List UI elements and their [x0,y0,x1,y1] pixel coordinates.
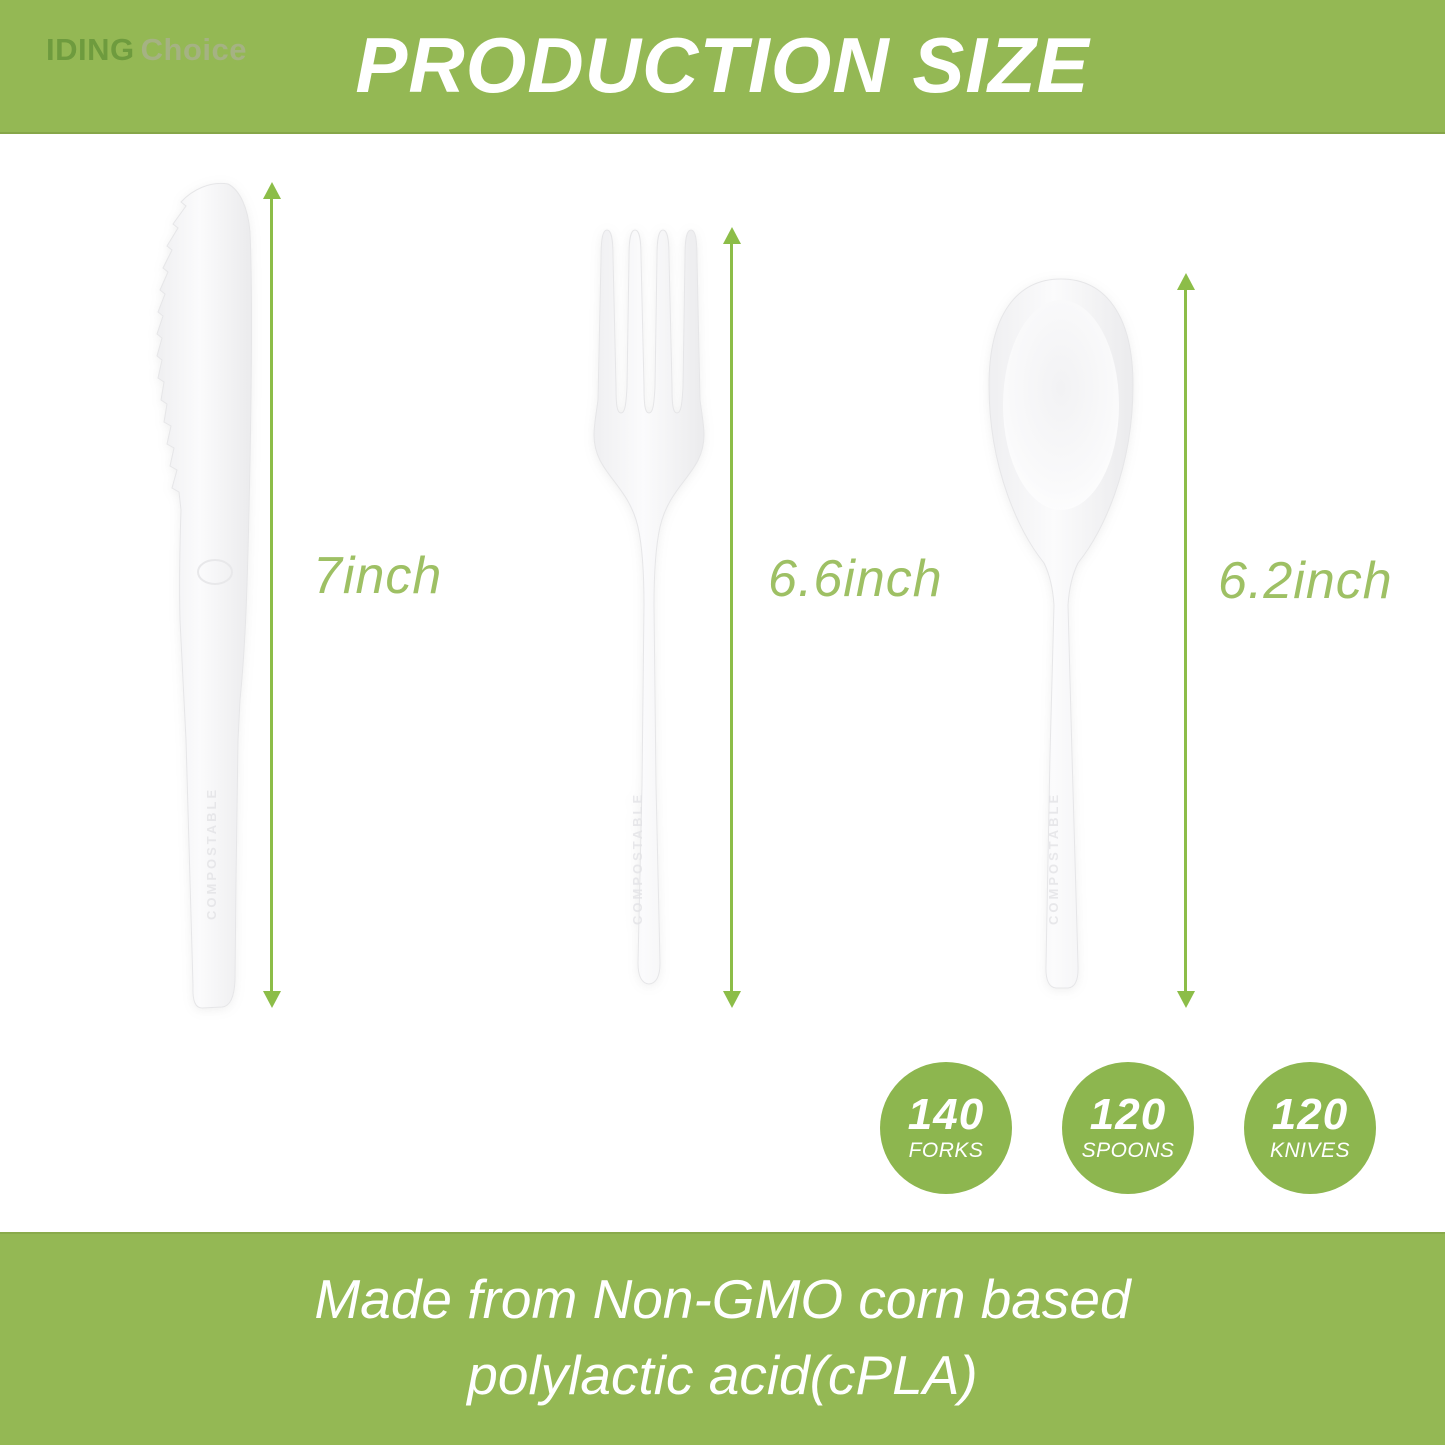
page-title: PRODUCTION SIZE [355,21,1090,109]
brand-logo: IDING Choice [46,34,247,65]
footer-banner: Made from Non-GMO corn based polylactic … [0,1232,1445,1445]
knives-count-badge: 120 KNIVES [1244,1062,1376,1194]
spoon-bowl-shading [1003,300,1119,510]
knife-size-label: 7inch [313,547,443,605]
footer-line-2: polylactic acid(cPLA) [467,1344,978,1406]
forks-count: 140 [907,1090,985,1139]
spoon-measurement-arrow [1176,273,1195,1008]
forks-label: FORKS [908,1139,984,1162]
knife-thumb-groove [197,559,233,585]
spoon-image: COMPOSTABLE [980,275,1140,1010]
knives-label: KNIVES [1269,1139,1351,1162]
spoons-label: SPOONS [1081,1139,1175,1162]
spoons-count-badge: 120 SPOONS [1062,1062,1194,1194]
knife-embossed-text: COMPOSTABLE [204,787,219,920]
knife-measurement-arrow [262,182,281,1008]
brand-name-primary: IDING [46,32,135,67]
fork-size-label: 6.6inch [768,550,943,608]
fork-image: COMPOSTABLE [588,225,710,1010]
fork-embossed-text: COMPOSTABLE [630,792,645,925]
spoons-count: 120 [1089,1090,1167,1139]
header-banner: IDING Choice PRODUCTION SIZE [0,0,1445,134]
forks-count-badge: 140 FORKS [880,1062,1012,1194]
knife-graphic: COMPOSTABLE [156,182,253,1009]
brand-name-secondary: Choice [140,32,247,67]
knives-count: 120 [1271,1090,1349,1139]
spoon-size-label: 6.2inch [1218,552,1393,610]
spoon-embossed-text: COMPOSTABLE [1046,792,1061,925]
fork-measurement-arrow [722,227,741,1008]
knife-image: COMPOSTABLE [150,180,260,1012]
footer-line-1: Made from Non-GMO corn based [314,1268,1131,1330]
spoon-graphic: COMPOSTABLE [988,278,1134,989]
fork-graphic: COMPOSTABLE [593,229,705,985]
